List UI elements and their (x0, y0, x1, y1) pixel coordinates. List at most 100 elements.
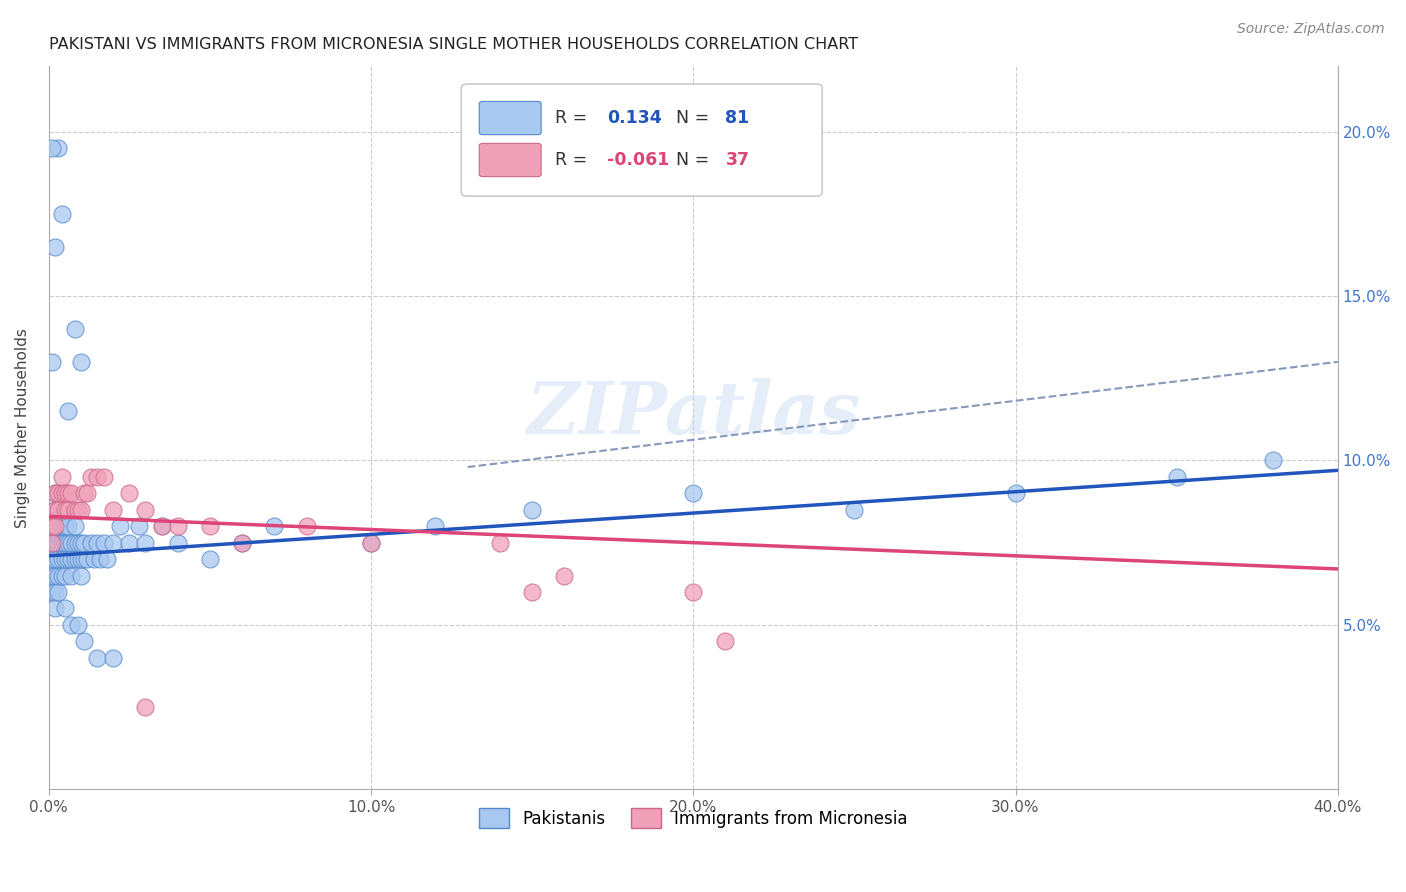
Point (44, 535, 66, 549)
Y-axis label: Single Mother Households: Single Mother Households (15, 327, 30, 527)
Point (231, 535, 253, 549)
Point (44, 601, 66, 615)
Point (150, 519, 173, 533)
Point (51, 207, 73, 221)
Point (44, 519, 66, 533)
Point (44, 486, 66, 500)
Point (60, 535, 83, 549)
Point (70, 535, 93, 549)
Point (66, 617, 89, 632)
Text: PAKISTANI VS IMMIGRANTS FROM MICRONESIA SINGLE MOTHER HOUSEHOLDS CORRELATION CHA: PAKISTANI VS IMMIGRANTS FROM MICRONESIA … (49, 37, 858, 53)
Point (56, 535, 79, 549)
Point (48, 503, 70, 517)
Point (66, 552, 89, 566)
Point (295, 519, 318, 533)
Text: -0.061: -0.061 (607, 151, 669, 169)
Text: 81: 81 (725, 109, 749, 127)
Point (360, 535, 382, 549)
Point (48, 519, 70, 533)
Point (360, 535, 382, 549)
Point (682, 486, 704, 500)
Text: 37: 37 (725, 151, 749, 169)
Point (520, 503, 543, 517)
Point (714, 634, 737, 648)
Point (51, 535, 73, 549)
Point (48, 141, 70, 155)
Point (1166, 470, 1188, 484)
Point (48, 585, 70, 599)
Point (198, 552, 221, 566)
Text: R =: R = (555, 151, 593, 169)
Point (134, 535, 156, 549)
Point (1263, 453, 1285, 467)
Point (51, 486, 73, 500)
Point (53, 503, 76, 517)
Point (70, 552, 93, 566)
Point (86, 650, 108, 665)
Text: N =: N = (676, 109, 716, 127)
Point (51, 552, 73, 566)
Point (60, 617, 83, 632)
Point (56, 503, 79, 517)
Point (48, 535, 70, 549)
Point (73, 552, 96, 566)
Point (63, 552, 86, 566)
Point (41, 141, 63, 155)
Point (128, 519, 150, 533)
Point (53, 486, 76, 500)
Point (44, 585, 66, 599)
Text: ZIPatlas: ZIPatlas (526, 377, 860, 449)
Point (60, 568, 83, 582)
Point (60, 486, 83, 500)
Point (44, 568, 66, 582)
Point (118, 486, 141, 500)
Point (70, 503, 93, 517)
Point (56, 519, 79, 533)
Point (73, 634, 96, 648)
Point (56, 486, 79, 500)
Point (53, 601, 76, 615)
Point (63, 503, 86, 517)
Point (103, 535, 125, 549)
Point (844, 503, 866, 517)
Point (48, 552, 70, 566)
Point (86, 470, 108, 484)
Point (51, 470, 73, 484)
Point (51, 568, 73, 582)
Point (63, 519, 86, 533)
Point (73, 535, 96, 549)
Point (520, 585, 543, 599)
Point (79, 470, 101, 484)
Point (41, 585, 63, 599)
Point (41, 519, 63, 533)
Point (41, 355, 63, 369)
Point (231, 535, 253, 549)
Point (53, 535, 76, 549)
Point (76, 486, 98, 500)
Text: Source: ZipAtlas.com: Source: ZipAtlas.com (1237, 22, 1385, 37)
Point (553, 568, 575, 582)
Text: 0.134: 0.134 (607, 109, 662, 127)
Point (44, 519, 66, 533)
Point (63, 322, 86, 336)
Point (198, 519, 221, 533)
Point (41, 568, 63, 582)
Legend: Pakistanis, Immigrants from Micronesia: Pakistanis, Immigrants from Micronesia (472, 802, 914, 835)
Point (89, 552, 111, 566)
Point (682, 585, 704, 599)
Text: R =: R = (555, 109, 593, 127)
Point (44, 503, 66, 517)
Point (44, 503, 66, 517)
Point (86, 535, 108, 549)
Point (41, 535, 63, 549)
Point (66, 535, 89, 549)
Point (48, 568, 70, 582)
Point (70, 568, 93, 582)
Point (166, 535, 188, 549)
Point (41, 519, 63, 533)
Point (1004, 486, 1026, 500)
Point (103, 503, 125, 517)
Point (93, 470, 115, 484)
Point (108, 519, 131, 533)
Point (66, 503, 89, 517)
